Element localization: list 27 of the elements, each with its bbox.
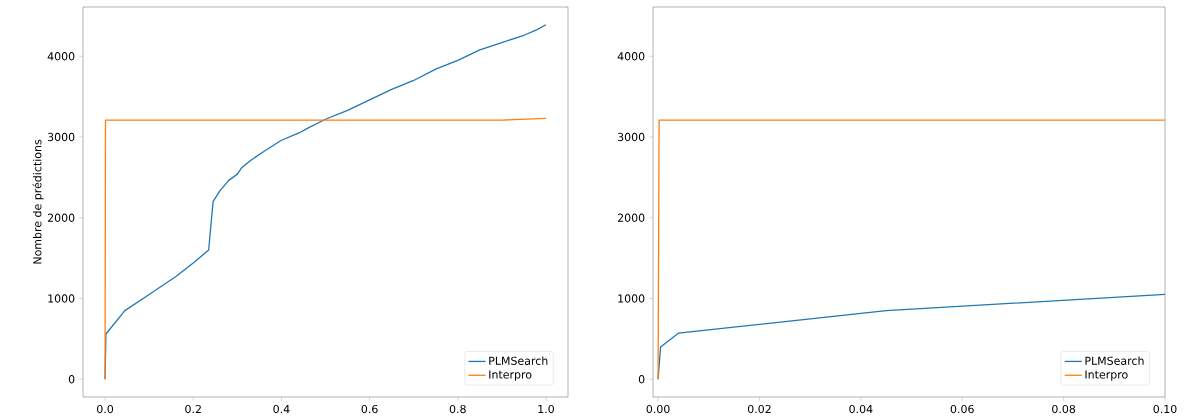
legend-label: PLMSearch	[489, 356, 548, 365]
y-axis-title: Nombre de prédictions	[32, 139, 44, 264]
legend-label: Interpro	[489, 370, 532, 381]
y-tick-label: 4000	[47, 52, 75, 61]
x-tick-label: 0.10	[1153, 404, 1177, 414]
x-tick-label: 0.0	[97, 404, 114, 414]
legend-label: Interpro	[1085, 370, 1128, 381]
y-tick-label: 1000	[48, 294, 75, 303]
x-tick-label: 0.6	[361, 404, 378, 414]
y-tick-label: 3000	[617, 132, 645, 142]
y-tick-label: 1000	[618, 294, 645, 303]
x-tick-label: 0.00	[646, 404, 670, 414]
x-tick-label: 0.2	[185, 404, 201, 414]
y-tick-label: 2000	[617, 213, 645, 222]
x-tick-label: 0.06	[950, 404, 974, 414]
y-tick-label: 4000	[617, 52, 645, 61]
x-tick-label: 0.4	[273, 404, 290, 414]
x-tick-label: 0.04	[849, 404, 873, 414]
x-tick-label: 0.02	[747, 404, 771, 414]
legend-label: PLMSearch	[1085, 356, 1144, 365]
x-tick-label: 0.08	[1052, 404, 1076, 414]
y-tick-label: 3000	[47, 132, 75, 142]
y-tick-label: 0	[638, 375, 645, 384]
y-tick-label: 0	[68, 375, 75, 384]
x-tick-label: 1.0	[538, 404, 554, 414]
x-tick-label: 0.8	[449, 404, 466, 414]
y-tick-label: 2000	[47, 213, 75, 222]
